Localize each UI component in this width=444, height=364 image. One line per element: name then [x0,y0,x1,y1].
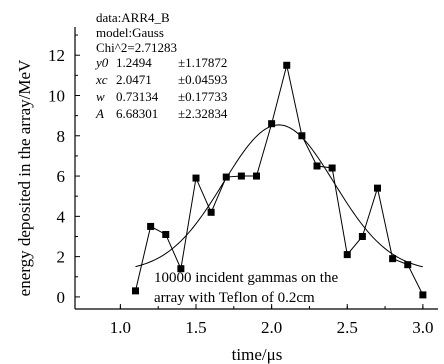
data-point [177,265,185,273]
fit-param-error: ±0.04593 [178,72,227,87]
data-point [207,208,215,216]
annotation-line-2: array with Teflon of 0.2cm [154,290,315,306]
data-point [389,255,397,263]
y-ticks: 0 2 4 6 8 10 12 [48,34,80,307]
fit-param-error: ±0.17733 [178,89,227,104]
data-point [404,261,412,269]
y-tick-label: 0 [57,288,66,307]
y-tick-label: 12 [48,46,65,65]
fit-param-name: xc [95,72,108,87]
data-point [358,232,366,240]
fit-parameters-box: data:ARR4_B model:Gauss Chi^2=2.71283 y0… [94,10,228,121]
fit-data-name: data:ARR4_B [96,10,170,25]
y-tick-label: 8 [57,127,66,146]
x-tick-label: 1.5 [185,318,206,337]
fit-param-value: 0.73134 [116,89,159,104]
y-axis-label: energy deposited in the array/MeV [15,59,34,296]
fit-param-error: ±1.17872 [178,55,227,70]
fit-param-value: 2.0471 [116,72,152,87]
data-series [132,61,427,299]
fit-param-name: w [96,89,105,104]
data-point [419,291,427,299]
axes [74,27,438,310]
x-tick-label: 2.0 [261,318,282,337]
fit-model-name: model:Gauss [96,25,164,40]
data-point [253,172,260,180]
y-tick-label: 4 [57,207,66,226]
data-point [147,222,155,230]
data-point [298,132,306,140]
x-tick-label: 1.0 [110,318,131,337]
data-point [222,173,230,181]
fit-chi-square: Chi^2=2.71283 [96,40,177,55]
fit-param-value: 6.68301 [116,106,158,121]
data-point [268,120,276,128]
data-point [374,184,381,192]
x-tick-label: 3.0 [412,318,433,337]
annotation-text: 10000 incident gammas on the array with … [154,270,338,306]
fit-param-name: A [95,106,104,121]
y-tick-label: 6 [57,167,66,186]
x-axis-label: time/μs [232,345,283,364]
fit-param-name: y0 [94,55,109,70]
data-point [162,230,170,238]
data-point [313,162,321,170]
data-point [132,287,139,295]
y-tick-label: 2 [57,248,66,267]
x-ticks: 1.0 1.5 2.0 2.5 3.0 [110,304,434,337]
data-point [283,61,291,69]
data-point [237,172,245,180]
fit-curve-group [135,124,423,268]
annotation-line-1: 10000 incident gammas on the [154,270,338,286]
fit-param-error: ±2.32834 [178,106,228,121]
data-point [343,251,351,259]
y-tick-label: 10 [48,86,65,105]
fit-param-value: 1.2494 [116,55,152,70]
data-point [192,174,200,182]
x-tick-label: 2.5 [337,318,358,337]
data-point [328,164,336,172]
data-series-line [135,65,424,296]
gauss-fit-curve [135,124,423,268]
